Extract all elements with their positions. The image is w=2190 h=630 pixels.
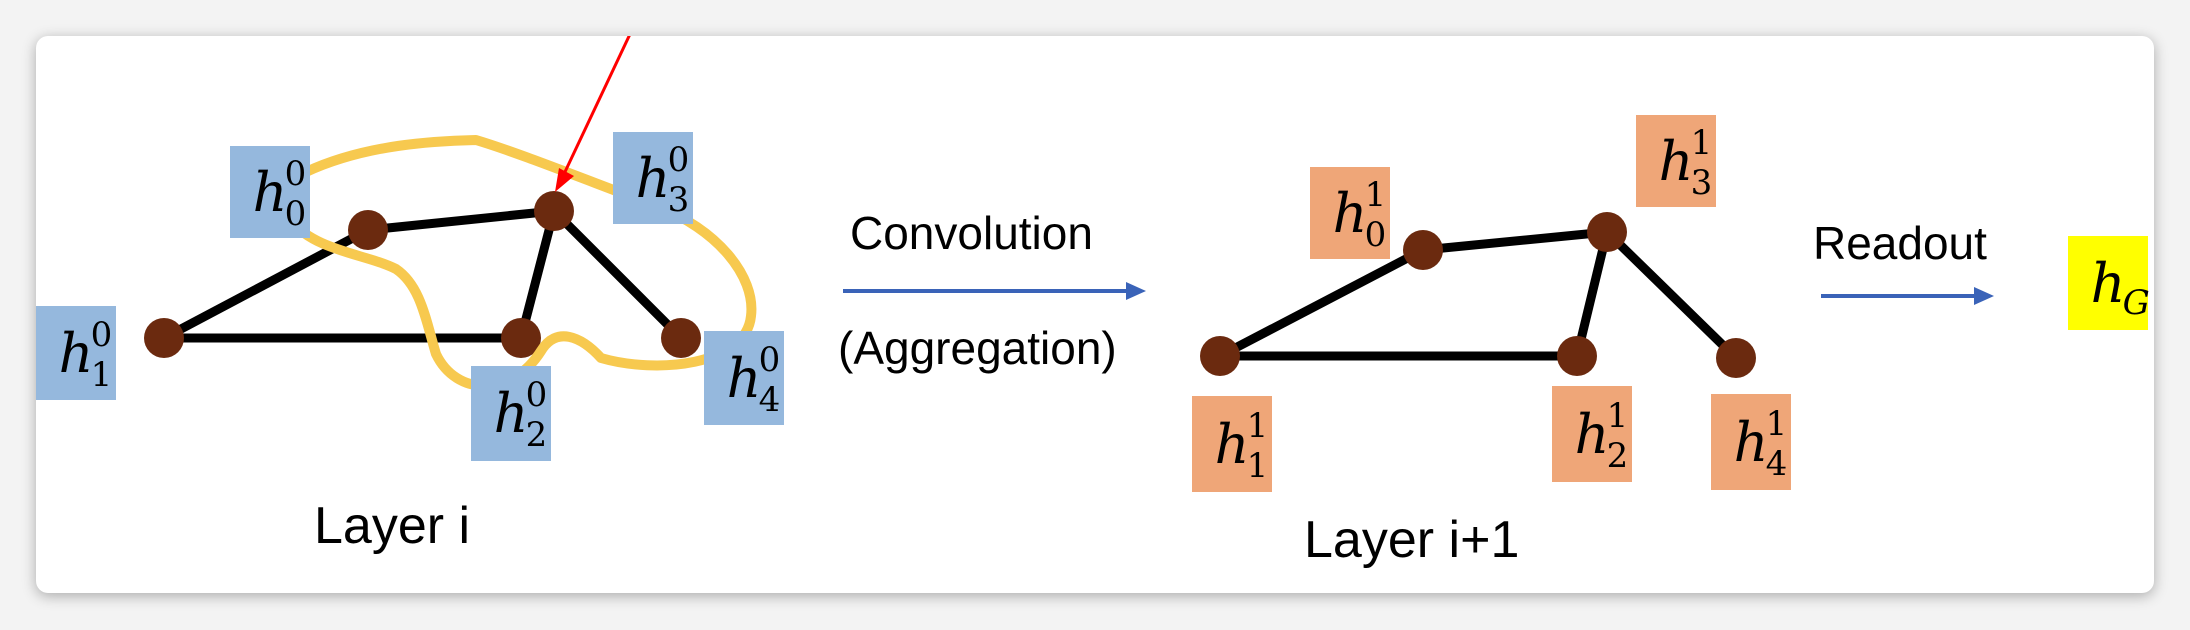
aggregation-label: (Aggregation)	[838, 322, 1117, 374]
layer-i1-caption: Layer i+1	[1304, 511, 1520, 569]
readout-label: Readout	[1813, 217, 1987, 269]
layer-i-edge-h0-h3	[367, 206, 555, 235]
layer-i-nodes	[144, 191, 701, 358]
layer-i1-node-h2	[1557, 336, 1597, 376]
layer-i1-edge-h1-h0	[1217, 246, 1426, 360]
layer-i1-node-h4	[1716, 338, 1756, 378]
layer-i1-edges	[1217, 227, 1740, 362]
layer-i1-nodes	[1200, 212, 1756, 378]
layer-i-node-h2	[501, 318, 541, 358]
aggregation-highlight-loop	[276, 135, 757, 391]
layer-i1-node-h3	[1587, 212, 1627, 252]
layer-i-node-h1	[144, 318, 184, 358]
graph-diagram-canvas	[144, 36, 1994, 391]
layer-i-caption: Layer i	[314, 497, 471, 555]
pointer-arrow-line	[562, 36, 631, 175]
layer-i1-node-h1	[1200, 336, 1240, 376]
pointer-arrow-head	[555, 168, 574, 192]
layer-i-node-h3	[534, 191, 574, 231]
layer-i-node-h4	[661, 318, 701, 358]
layer-i-node-h0	[348, 210, 388, 250]
readout-arrow-head	[1974, 287, 1994, 305]
layer-i-edge-h3-h4	[550, 207, 685, 342]
layer-i1-edge-h3-h4	[1603, 228, 1740, 362]
layer-i-edge-h2-h3	[516, 209, 559, 340]
convolution-arrow-head	[1126, 282, 1146, 300]
layer-i1-edge-h0-h3	[1422, 227, 1608, 255]
layer-i1-node-h0	[1403, 230, 1443, 270]
layer-i1-edge-h2-h3	[1572, 230, 1612, 358]
convolution-label: Convolution	[850, 207, 1093, 259]
